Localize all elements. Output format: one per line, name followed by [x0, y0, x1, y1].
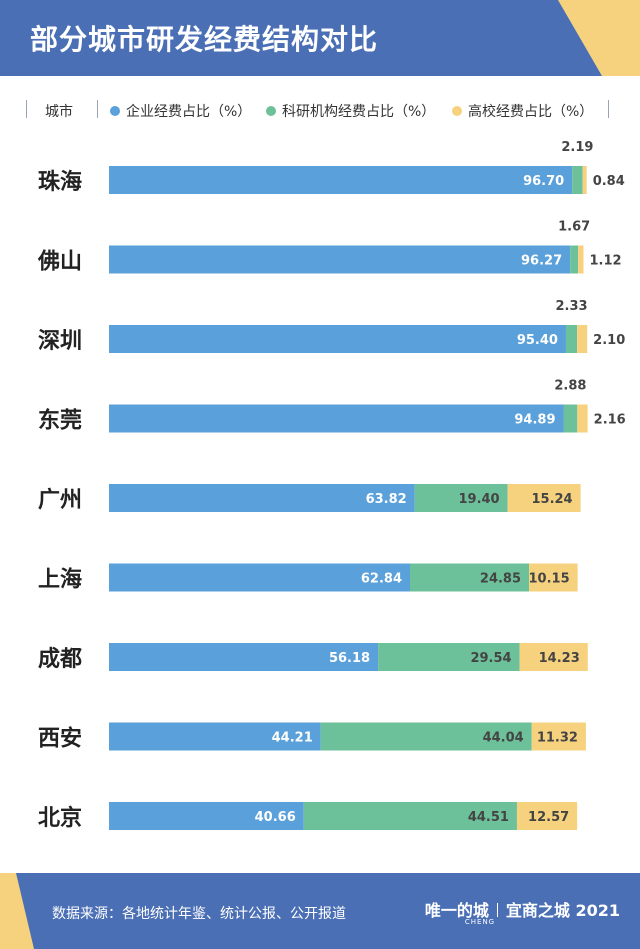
bar-segment [320, 722, 532, 751]
legend-label-university: 高校经费占比（%） [468, 104, 594, 120]
bar-segment [109, 245, 571, 274]
data-label: 2.88 [554, 379, 586, 394]
data-label: 44.21 [272, 731, 313, 746]
brand-left: 唯一的城 [424, 901, 489, 920]
data-label: 1.12 [589, 254, 621, 269]
bar-segment [519, 643, 588, 671]
city-label: 上海 [38, 567, 82, 593]
bar-segment [109, 404, 564, 433]
city-label: 佛山 [37, 250, 82, 275]
data-label: 1.67 [558, 220, 590, 235]
data-label: 96.27 [521, 254, 562, 269]
bar-segment [414, 484, 508, 512]
bar-segment [109, 802, 304, 830]
legend-label-institute: 科研机构经费占比（%） [282, 104, 436, 120]
data-label: 2.19 [561, 140, 593, 155]
header-decoration [558, 0, 640, 76]
legend-dot-enterprise [110, 106, 120, 116]
bar-segment [565, 325, 578, 353]
bar-segment [578, 245, 584, 274]
data-label: 95.40 [517, 333, 558, 348]
data-label: 2.33 [556, 299, 588, 314]
data-label: 10.15 [529, 572, 570, 587]
bar-segment [516, 802, 578, 830]
data-label: 2.16 [594, 413, 626, 428]
stacked-bar-chart: 珠海 96.70 2.19 0.84 佛山 96.27 1.67 1.12 深圳 95.40 2.3… [37, 140, 626, 831]
city-label: 东莞 [38, 408, 82, 434]
bar-segment [572, 166, 583, 194]
footer-banner: 数据来源：各地统计年鉴、统计公报、公开报道 唯一的城 宜商之城 2021 CHEN… [0, 873, 640, 949]
legend-city-label: 城市 [45, 104, 73, 120]
legend-item-institute: 科研机构经费占比（%） [266, 101, 435, 121]
legend: 城市 企业经费占比（%） 科研机构经费占比（%） 高校经费占比（%） [0, 96, 640, 124]
bar-segment [577, 325, 588, 353]
data-label: 2.10 [593, 333, 625, 348]
data-label: 24.85 [480, 572, 521, 587]
bar-segment [570, 245, 579, 274]
data-label: 44.51 [468, 810, 509, 825]
bar-segment [109, 325, 566, 353]
page-title: 部分城市研发经费结构对比 [30, 23, 379, 56]
legend-dot-university [452, 106, 462, 116]
header-banner: 部分城市研发经费结构对比 [0, 0, 640, 76]
city-label: 北京 [38, 805, 82, 831]
bar-segment [109, 722, 321, 751]
bar-segment [109, 166, 573, 194]
bar-segment [577, 404, 588, 433]
bar-segment [507, 484, 581, 512]
bar-segment [410, 563, 530, 592]
legend-separator [608, 100, 609, 118]
data-label: 11.32 [537, 731, 578, 746]
bar-segment [109, 484, 415, 512]
city-label: 广州 [38, 487, 82, 513]
data-label: 44.04 [483, 731, 524, 746]
data-label: 62.84 [361, 572, 402, 587]
city-label: 成都 [38, 647, 82, 672]
legend-label-enterprise: 企业经费占比（%） [126, 104, 252, 120]
data-label: 19.40 [458, 492, 499, 507]
legend-item-enterprise: 企业经费占比（%） [110, 101, 251, 121]
city-label: 西安 [38, 726, 82, 752]
bar-segment [582, 166, 587, 194]
data-label: 56.18 [329, 651, 370, 666]
bar-segment [563, 404, 578, 433]
bar-segment [529, 563, 578, 592]
bar-segment [303, 802, 517, 830]
data-label: 12.57 [528, 810, 569, 825]
data-label: 96.70 [523, 174, 564, 189]
brand-divider [496, 903, 498, 917]
bar-segment [531, 722, 586, 751]
bar-segment [109, 563, 411, 592]
data-label: 15.24 [531, 492, 572, 507]
data-label: 29.54 [470, 651, 511, 666]
brand-right: 宜商之城 2021 [505, 901, 620, 920]
city-label: 珠海 [38, 169, 82, 195]
data-label: 0.84 [593, 174, 625, 189]
brand-logo: 唯一的城 宜商之城 2021 CHENG [425, 897, 620, 926]
data-label: 94.89 [514, 413, 555, 428]
data-label: 14.23 [539, 651, 580, 666]
legend-item-university: 高校经费占比（%） [452, 101, 593, 121]
bar-segment [109, 643, 379, 671]
legend-separator [26, 100, 27, 118]
bar-segment [378, 643, 520, 671]
footer-decoration [0, 873, 34, 949]
city-label: 深圳 [38, 329, 82, 354]
legend-separator [97, 100, 98, 118]
data-label: 40.66 [255, 810, 296, 825]
brand-sub: CHENG [464, 918, 496, 926]
data-label: 63.82 [366, 492, 407, 507]
data-source: 数据来源：各地统计年鉴、统计公报、公开报道 [52, 906, 346, 922]
legend-dot-institute [266, 106, 276, 116]
